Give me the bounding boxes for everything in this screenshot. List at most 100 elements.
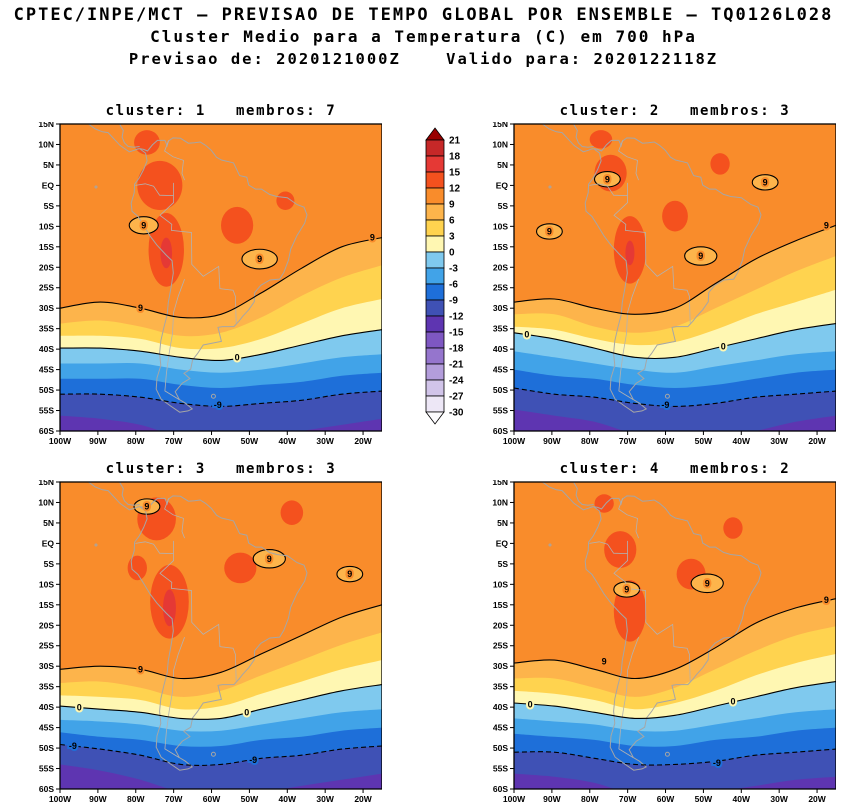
panel-cluster-3: cluster: 3 membros: 3 9 9 9 9 0 0 -9 -9 15N 10N 5N… [24,460,382,803]
svg-text:5S: 5S [498,201,509,211]
svg-text:10N: 10N [38,139,54,149]
svg-text:-9: -9 [249,755,257,765]
coastlines [542,482,762,771]
svg-text:-27: -27 [449,392,464,403]
svg-text:20S: 20S [493,262,508,272]
svg-text:50W: 50W [695,436,713,446]
svg-text:50S: 50S [39,385,54,395]
svg-text:5N: 5N [497,518,508,528]
svg-text:40W: 40W [279,794,297,803]
contour-labels: 9 9 9 9 0 0 -9 -9 [67,500,354,767]
map-frame [513,481,836,790]
svg-text:9: 9 [763,177,768,187]
svg-text:6: 6 [449,216,455,227]
svg-text:9: 9 [144,502,149,512]
svg-text:10S: 10S [493,579,508,589]
svg-text:9: 9 [267,554,272,564]
svg-text:-9: -9 [661,400,669,410]
svg-text:30W: 30W [316,436,334,446]
svg-text:80W: 80W [581,794,599,803]
svg-text:100W: 100W [49,794,72,803]
svg-text:80W: 80W [581,436,599,446]
contour-lines [60,237,382,407]
svg-text:50S: 50S [493,385,508,395]
svg-text:15N: 15N [38,480,54,487]
map-cluster-3: 9 9 9 9 0 0 -9 -9 15N 10N 5N EQ 5S 10S 15S 20S 25S 30S 35S… [38,480,382,803]
svg-text:90W: 90W [89,436,107,446]
contour-labels: 9 9 9 9 0 0 -9 [526,576,831,770]
svg-text:55S: 55S [493,764,508,774]
svg-text:80W: 80W [127,436,145,446]
contour-lines [514,224,836,407]
svg-text:40W: 40W [733,436,751,446]
svg-text:20W: 20W [354,436,372,446]
svg-text:15S: 15S [493,242,508,252]
svg-text:-3: -3 [449,264,458,275]
svg-text:9: 9 [605,174,610,184]
svg-text:45S: 45S [493,723,508,733]
panel-title-cluster-3: cluster: 3 membros: 3 [105,461,337,477]
title-line-3: Previsao de: 2020121000Z Valido para: 20… [128,50,719,68]
svg-text:70W: 70W [165,794,183,803]
svg-text:35S: 35S [493,682,508,692]
contour-labels: 9 9 9 9 0 -9 [136,218,377,412]
svg-text:-30: -30 [449,408,464,419]
svg-text:55S: 55S [39,406,54,416]
svg-text:90W: 90W [543,436,561,446]
axis-ticks: 15N 10N 5N EQ 5S 10S 15S 20S 25S 30S 35S 40S 45S 50S 5… [38,122,372,446]
svg-text:9: 9 [449,200,455,211]
svg-text:9: 9 [824,595,829,605]
axis-ticks: 15N 10N 5N EQ 5S 10S 15S 20S 25S 30S 35S 40S 45S 50S 5… [492,480,826,803]
svg-text:-15: -15 [449,328,464,339]
map-frame [59,123,382,432]
svg-text:50W: 50W [695,794,713,803]
svg-text:10S: 10S [39,221,54,231]
temperature-field: 9 9 9 9 0 0 -9 -9 [60,482,382,789]
svg-text:35S: 35S [39,682,54,692]
map-cluster-1: 9 9 9 9 0 -9 15N 10N 5N EQ 5S 10S 15S 20S 25S 30S 35S 40S… [38,122,382,446]
svg-text:25S: 25S [39,283,54,293]
map-frame [513,123,836,432]
panel-cluster-2: cluster: 2 membros: 3 9 9 9 9 9 0 0 -9 15N 10N 5N E… [478,102,836,446]
figure-header: CPTEC/INPE/MCT — PREVISAO DE TEMPO GLOBA… [0,4,847,70]
svg-text:0: 0 [235,352,240,362]
svg-text:-9: -9 [449,296,458,307]
svg-text:9: 9 [602,657,607,667]
svg-text:25S: 25S [493,283,508,293]
map-cluster-2: 9 9 9 9 9 0 0 -9 15N 10N 5N EQ 5S 10S 15S 20S 25S 30S 35S 4… [492,122,836,446]
svg-text:10N: 10N [492,139,508,149]
svg-text:60W: 60W [203,436,221,446]
svg-text:-12: -12 [449,312,464,323]
temperature-field: 9 9 9 9 0 -9 [60,124,382,431]
svg-text:-6: -6 [449,280,458,291]
svg-text:21: 21 [449,136,461,147]
svg-text:50W: 50W [241,794,259,803]
svg-text:10N: 10N [38,497,54,507]
svg-text:90W: 90W [89,794,107,803]
svg-text:5N: 5N [43,518,54,528]
svg-text:20W: 20W [354,794,372,803]
map-frame [59,481,382,790]
svg-text:12: 12 [449,184,461,195]
svg-text:45S: 45S [493,365,508,375]
contour-lines [60,604,382,766]
panel-cluster-1: cluster: 1 membros: 7 9 9 9 9 0 -9 15N 10N 5N EQ 5… [24,102,382,446]
svg-text:100W: 100W [503,436,526,446]
svg-text:55S: 55S [39,764,54,774]
svg-text:0: 0 [244,707,249,717]
temperature-field: 9 9 9 9 0 0 -9 [514,482,836,789]
svg-text:18: 18 [449,152,461,163]
colorbar: 21 18 15 12 9 6 3 0 -3 -6 -9 -12 -15 -18 -21 -24 -27 -30 [416,126,486,428]
svg-text:60W: 60W [657,436,675,446]
svg-text:70W: 70W [619,436,637,446]
svg-text:60S: 60S [39,426,54,436]
svg-text:15S: 15S [39,600,54,610]
svg-text:9: 9 [138,664,143,674]
svg-text:20S: 20S [493,620,508,630]
svg-text:50W: 50W [241,436,259,446]
svg-text:0: 0 [77,703,82,713]
axis-ticks: 15N 10N 5N EQ 5S 10S 15S 20S 25S 30S 35S 40S 45S 50S 5… [38,480,372,803]
svg-text:90W: 90W [543,794,561,803]
svg-text:60S: 60S [39,784,54,794]
